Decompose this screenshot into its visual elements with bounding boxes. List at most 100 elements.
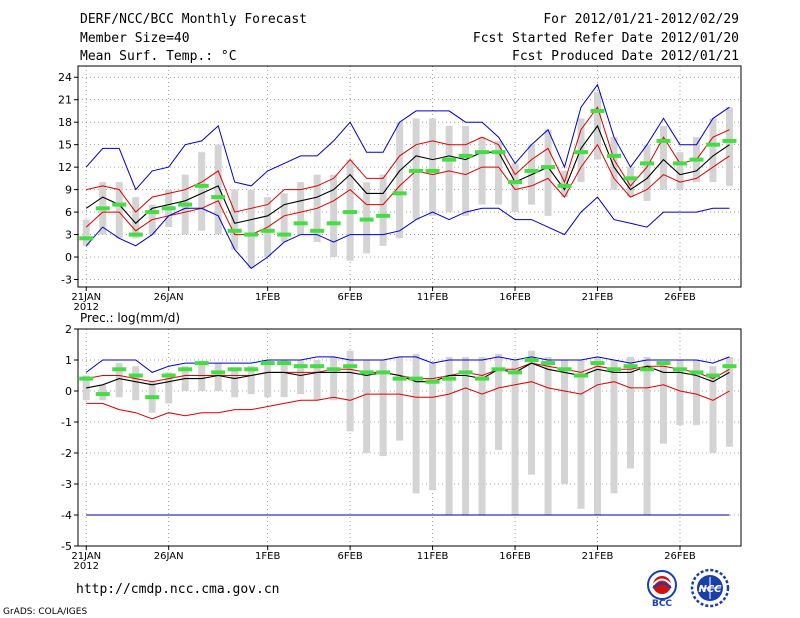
y-tick-label: 9 bbox=[65, 184, 72, 197]
median-marker bbox=[227, 367, 242, 372]
x-tick-label: 21FEB bbox=[582, 551, 614, 562]
median-marker bbox=[293, 364, 308, 369]
median-marker bbox=[475, 150, 490, 155]
series-line-p90 bbox=[86, 106, 730, 213]
ensemble-box bbox=[247, 189, 255, 269]
median-marker bbox=[95, 206, 110, 211]
median-marker bbox=[79, 376, 94, 381]
median-marker bbox=[458, 370, 473, 375]
ensemble-box bbox=[115, 182, 123, 239]
median-marker bbox=[244, 367, 259, 372]
series-line-min bbox=[86, 381, 730, 420]
median-marker bbox=[491, 367, 506, 372]
median-marker bbox=[672, 161, 687, 166]
y-tick-label: 3 bbox=[65, 229, 72, 242]
source-url[interactable]: http://cmdp.ncc.cma.gov.cn bbox=[76, 582, 280, 597]
median-marker bbox=[557, 183, 572, 188]
ensemble-box bbox=[82, 219, 90, 246]
median-marker bbox=[95, 392, 110, 397]
median-marker bbox=[541, 361, 556, 366]
ensemble-box bbox=[610, 360, 618, 494]
ensemble-box bbox=[412, 353, 420, 494]
ensemble-box bbox=[627, 356, 634, 469]
y-tick-label: 21 bbox=[58, 94, 72, 107]
member-size-label: Member Size=40 bbox=[80, 31, 190, 46]
ncc-logo-icon: NCC bbox=[690, 568, 730, 608]
ensemble-box bbox=[231, 189, 239, 250]
ensemble-box bbox=[709, 366, 717, 453]
median-marker bbox=[112, 202, 127, 207]
y-tick-label: -3 bbox=[61, 478, 72, 491]
ensemble-box bbox=[214, 144, 222, 235]
ensemble-box bbox=[528, 350, 536, 475]
ensemble-box bbox=[429, 118, 437, 216]
median-marker bbox=[161, 206, 176, 211]
median-marker bbox=[376, 370, 391, 375]
median-marker bbox=[705, 142, 720, 147]
series-line-low bbox=[85, 196, 730, 269]
ensemble-box bbox=[561, 360, 569, 484]
y-tick-label: 1 bbox=[65, 354, 72, 367]
median-marker bbox=[326, 221, 341, 226]
median-marker bbox=[425, 379, 440, 384]
ensemble-box bbox=[643, 144, 651, 201]
y-tick-label: -4 bbox=[61, 509, 72, 522]
ensemble-box bbox=[280, 360, 288, 398]
ensemble-box bbox=[725, 107, 733, 186]
y-tick-label: 6 bbox=[65, 206, 72, 219]
median-marker bbox=[425, 168, 440, 173]
ensemble-box bbox=[214, 363, 222, 391]
ensemble-box bbox=[198, 152, 206, 231]
x-tick-label: 26JAN bbox=[154, 292, 184, 303]
median-marker bbox=[524, 168, 539, 173]
median-marker bbox=[194, 361, 209, 366]
y-tick-label: -1 bbox=[61, 416, 72, 429]
median-marker bbox=[689, 370, 704, 375]
median-marker bbox=[656, 361, 671, 366]
x-tick-label: 1FEB bbox=[255, 292, 280, 303]
ensemble-box bbox=[676, 360, 684, 426]
median-marker bbox=[178, 367, 193, 372]
ensemble-box bbox=[445, 356, 453, 515]
y-tick-label: 12 bbox=[58, 161, 72, 174]
ensemble-box bbox=[247, 366, 255, 395]
median-marker bbox=[722, 138, 737, 143]
x-tick-label: 1FEB bbox=[255, 551, 280, 562]
precip-panel-title: Prec.: log(mm/d) bbox=[80, 311, 180, 325]
median-marker bbox=[343, 210, 358, 215]
ensemble-box bbox=[445, 125, 453, 213]
median-marker bbox=[458, 153, 473, 158]
ensemble-box bbox=[495, 140, 503, 205]
median-marker bbox=[557, 367, 572, 372]
ensemble-box bbox=[198, 363, 206, 391]
median-marker bbox=[541, 165, 556, 170]
y-tick-label: -5 bbox=[61, 540, 72, 553]
ensemble-box bbox=[396, 356, 404, 441]
median-marker bbox=[244, 232, 259, 237]
median-marker bbox=[574, 373, 589, 378]
median-marker bbox=[343, 364, 358, 369]
median-marker bbox=[145, 210, 160, 215]
ensemble-box bbox=[643, 356, 651, 515]
series-line-min bbox=[85, 143, 730, 236]
x-tick-label: 6FEB bbox=[337, 292, 362, 303]
median-marker bbox=[392, 191, 407, 196]
median-marker bbox=[491, 150, 506, 155]
ensemble-box bbox=[363, 360, 371, 453]
median-marker bbox=[277, 232, 292, 237]
ensemble-box bbox=[511, 360, 519, 515]
median-marker bbox=[293, 221, 308, 226]
median-marker bbox=[607, 153, 622, 158]
median-marker bbox=[689, 157, 704, 162]
svg-text:BCC: BCC bbox=[652, 599, 672, 608]
ensemble-box bbox=[115, 363, 123, 398]
median-marker bbox=[508, 370, 523, 375]
median-marker bbox=[310, 364, 325, 369]
median-marker bbox=[161, 373, 176, 378]
median-marker bbox=[178, 202, 193, 207]
ensemble-box bbox=[280, 193, 288, 243]
bcc-logo-icon: BCC bbox=[647, 570, 677, 608]
median-marker bbox=[112, 367, 127, 372]
